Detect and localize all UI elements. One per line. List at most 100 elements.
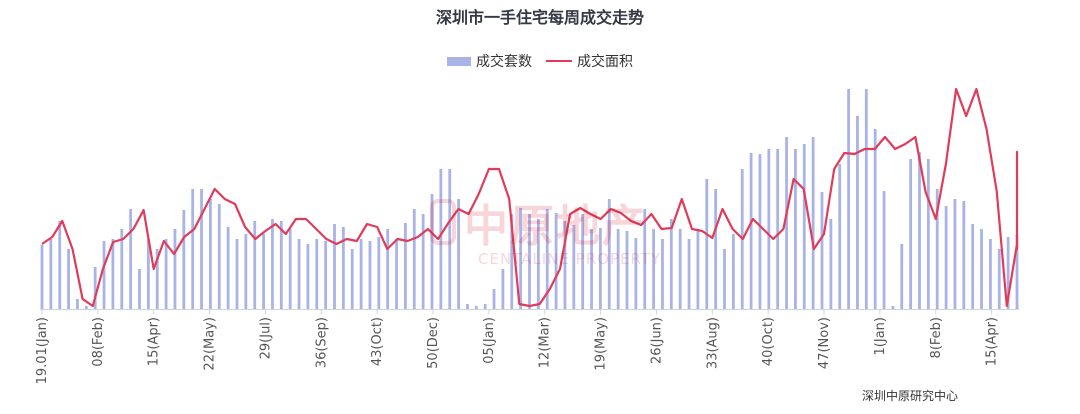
bar: [333, 224, 336, 309]
x-tick-label: 08(Feb): [91, 317, 106, 367]
bar: [288, 229, 292, 309]
bar: [669, 219, 673, 309]
bar: [767, 149, 771, 309]
bar: [554, 213, 558, 309]
bar: [997, 249, 1001, 309]
bar: [466, 304, 469, 309]
bar: [93, 267, 97, 309]
bar: [519, 208, 523, 309]
bar: [279, 221, 283, 309]
bar: [315, 239, 319, 309]
legend-item-line[interactable]: 成交面积: [546, 51, 633, 71]
x-tick-label: 22(May): [203, 317, 218, 371]
bar: [811, 137, 815, 309]
bar: [643, 209, 647, 309]
bar: [838, 164, 842, 309]
bar: [102, 241, 106, 309]
x-tick-label: 1(Jan): [873, 317, 888, 355]
bar: [847, 89, 850, 309]
bar: [448, 169, 452, 309]
legend-line-swatch: [546, 60, 572, 62]
bar: [138, 269, 141, 309]
bar: [794, 149, 797, 309]
bar: [820, 192, 824, 309]
bar: [962, 201, 966, 309]
bar: [377, 237, 381, 309]
bar: [935, 189, 939, 309]
bar: [678, 229, 682, 309]
bar: [253, 221, 257, 309]
bar: [918, 152, 921, 309]
bar: [421, 214, 425, 309]
bar: [271, 219, 274, 309]
bar: [359, 239, 363, 309]
bar: [989, 239, 992, 309]
bar: [191, 189, 195, 309]
bar: [173, 229, 177, 309]
bar: [200, 189, 203, 309]
bar: [864, 89, 868, 309]
bar: [350, 249, 354, 309]
x-tick-label: 43(Oct): [370, 317, 385, 366]
bar: [262, 234, 265, 309]
bar: [545, 209, 549, 309]
bar: [696, 229, 700, 309]
bar: [971, 224, 975, 309]
bar: [501, 269, 505, 309]
x-tick-label: 8(Feb): [929, 317, 944, 358]
bar: [776, 149, 780, 309]
bar: [723, 249, 726, 309]
bar: [164, 239, 168, 309]
bar: [980, 229, 983, 309]
bar: [395, 239, 398, 309]
bar: [926, 159, 930, 309]
bar: [217, 204, 221, 309]
bar: [1006, 237, 1010, 309]
bar: [785, 137, 788, 309]
bar: [599, 228, 602, 309]
legend-item-bars[interactable]: 成交套数: [447, 51, 532, 71]
legend: 成交套数 成交面积: [0, 51, 1080, 71]
bar: [120, 229, 124, 309]
bar: [386, 229, 390, 309]
bar: [182, 210, 186, 309]
bar: [625, 231, 629, 309]
bar: [953, 199, 957, 309]
legend-bar-label: 成交套数: [476, 54, 532, 70]
bar: [40, 245, 44, 309]
bar: [457, 199, 460, 309]
bar: [297, 239, 301, 309]
bar: [563, 221, 567, 309]
bar: [430, 194, 434, 309]
bar: [572, 225, 576, 309]
bar: [829, 219, 833, 309]
bar: [474, 306, 478, 309]
x-tick-label: 12(Mar): [538, 317, 553, 368]
x-tick-label: 50(Dec): [426, 317, 441, 369]
area-line: [41, 87, 1019, 308]
x-tick-label: 19(May): [594, 317, 609, 371]
bar: [714, 189, 718, 309]
legend-line-label: 成交面积: [577, 54, 633, 70]
bar: [802, 144, 806, 309]
bar: [76, 299, 79, 309]
bar: [536, 219, 540, 309]
bar: [49, 239, 53, 309]
bar: [661, 239, 664, 309]
bar: [58, 221, 62, 309]
x-tick-label: 26(Jun): [649, 317, 664, 364]
bar: [111, 239, 115, 309]
bar: [146, 239, 150, 309]
bar: [909, 159, 913, 309]
x-tick-label: 29(Jul): [258, 317, 273, 359]
x-tick-label: 33(Aug): [705, 317, 720, 369]
bar: [341, 227, 345, 309]
x-tick-label: 40(Oct): [761, 317, 776, 366]
bar: [687, 239, 691, 309]
bar: [483, 304, 487, 309]
bar: [705, 179, 709, 309]
bar: [324, 241, 328, 309]
bar: [306, 244, 310, 309]
bar: [492, 289, 496, 309]
